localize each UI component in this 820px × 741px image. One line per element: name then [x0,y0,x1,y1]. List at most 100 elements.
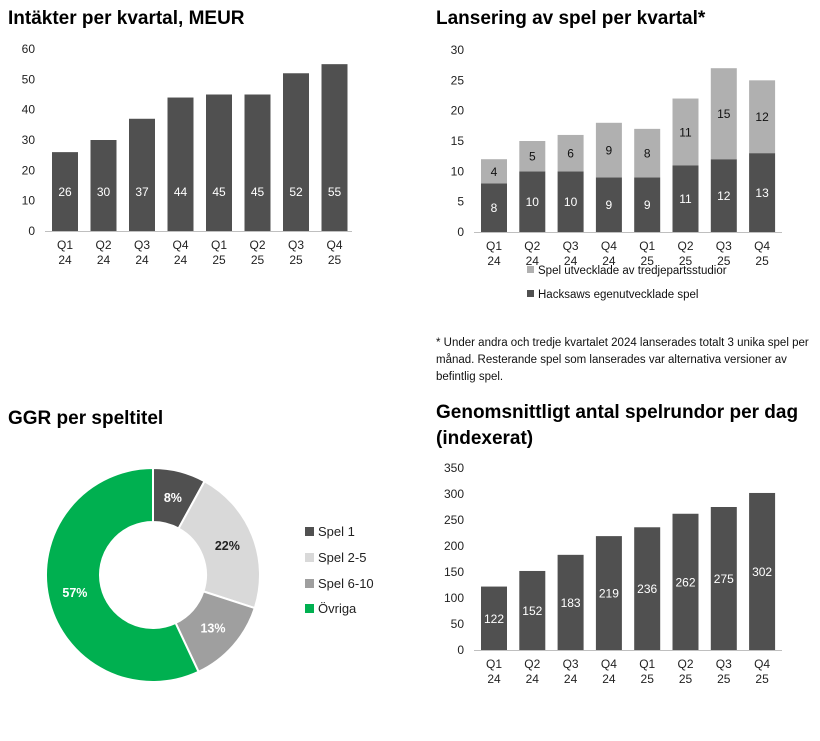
y-tick-label: 200 [444,539,464,553]
legend-swatch [527,266,534,273]
bar [710,507,737,650]
donut-value-label: 57% [62,586,87,600]
bar-value-label: 9 [606,144,613,158]
x-tick-label-quarter: Q4 [172,238,188,252]
y-tick-label: 5 [457,195,464,209]
bar-value-label: 6 [567,147,574,161]
x-tick-label-quarter: Q4 [601,239,617,253]
bar-value-label: 122 [484,612,504,626]
bar-third-party [710,68,737,160]
bar-value-label: 26 [58,185,72,199]
x-tick-label-year: 25 [641,672,655,686]
bar [283,73,309,232]
bar-third-party [557,134,584,172]
donut-value-label: 13% [200,621,225,635]
x-tick-label-quarter: Q2 [524,239,540,253]
launches-footnote: * Under andra och tredje kvartalet 2024 … [436,337,809,383]
bar [519,570,546,650]
bar-value-label: 12 [717,189,731,203]
bar-third-party [749,80,776,154]
legend-label: Övriga [318,601,357,616]
bar-value-label: 12 [755,110,769,124]
bar-own [481,183,507,232]
x-tick-label-year: 25 [212,253,226,267]
bar-value-label: 45 [251,185,265,199]
x-tick-label-year: 24 [174,253,188,267]
revenue-chart: 010203040506026Q12430Q22437Q32444Q42445Q… [22,42,352,267]
x-tick-label-quarter: Q2 [677,239,693,253]
bar-value-label: 219 [599,587,619,601]
y-tick-label: 25 [451,73,465,87]
x-tick-label-quarter: Q1 [486,657,502,671]
x-tick-label-quarter: Q1 [486,239,502,253]
x-tick-label-year: 24 [564,254,578,268]
x-tick-label-year: 24 [564,672,578,686]
bar-value-label: 4 [491,165,498,179]
y-tick-label: 0 [457,643,464,657]
x-tick-label-quarter: Q2 [677,657,693,671]
bar-third-party [481,159,507,184]
bar-value-label: 45 [212,185,226,199]
bar-value-label: 9 [644,198,651,212]
legend-label: Spel 6-10 [318,576,374,591]
x-tick-label-quarter: Q4 [754,657,770,671]
legend-swatch [305,604,314,613]
x-tick-label-quarter: Q1 [639,657,655,671]
bar-value-label: 10 [564,195,578,209]
bar [90,140,117,231]
x-tick-label-quarter: Q4 [754,239,770,253]
bar-value-label: 152 [522,604,542,618]
launches-chart: 05101520253084Q124105Q224106Q32499Q42498… [451,43,782,301]
legend-label: Spel utvecklade av tredjepartsstudior [538,265,727,277]
bar-own [519,171,546,232]
y-tick-label: 0 [457,225,464,239]
bar-value-label: 302 [752,565,772,579]
x-tick-label-year: 24 [602,672,616,686]
bar [595,536,622,650]
x-tick-label-quarter: Q3 [563,657,579,671]
legend-label: Spel 2-5 [318,550,366,565]
x-tick-label-quarter: Q3 [716,239,732,253]
y-tick-label: 20 [451,104,465,118]
x-tick-label-year: 25 [755,254,769,268]
x-tick-label-quarter: Q3 [716,657,732,671]
x-tick-label-year: 24 [135,253,149,267]
x-tick-label-year: 25 [641,254,655,268]
x-tick-label-quarter: Q1 [639,239,655,253]
bar-own [749,153,776,232]
bar-value-label: 275 [714,572,734,586]
ggr-donut-chart: 8% 22% 13% 57% Spel 1 Spel 2-5 Spel 6-10 Övriga [45,466,374,683]
bar-value-label: 10 [526,195,540,209]
legend-swatch [305,579,314,588]
legend-swatch [305,527,314,536]
bar-value-label: 52 [289,185,303,199]
bar [481,586,507,650]
x-tick-label-quarter: Q4 [326,238,342,252]
bar-value-label: 8 [491,201,498,215]
y-tick-label: 300 [444,487,464,501]
bar-value-label: 236 [637,582,657,596]
bar-value-label: 262 [675,575,695,589]
y-tick-label: 150 [444,565,464,579]
x-tick-label-year: 25 [679,672,693,686]
legend-label: Hacksaws egenutvecklade spel [538,289,698,301]
bar-third-party [672,98,699,166]
x-tick-label-quarter: Q1 [57,238,73,252]
donut-value-label: 8% [164,491,182,505]
bar [206,94,232,231]
bar-own [595,177,622,232]
bar-value-label: 5 [529,150,536,164]
donut-slice-spel-2-5 [177,479,261,610]
bar-value-label: 11 [679,125,692,139]
rounds-chart-title: Genomsnittligt antal spelrundor per dag … [436,402,799,449]
bar [557,554,584,650]
y-tick-label: 60 [22,42,36,56]
x-tick-label-quarter: Q3 [288,238,304,252]
bar-own [672,165,699,232]
bar-third-party [595,122,622,178]
bar [672,513,699,650]
x-tick-label-year: 24 [602,254,616,268]
bar-value-label: 55 [328,185,342,199]
y-tick-label: 350 [444,461,464,475]
bar [129,118,155,231]
